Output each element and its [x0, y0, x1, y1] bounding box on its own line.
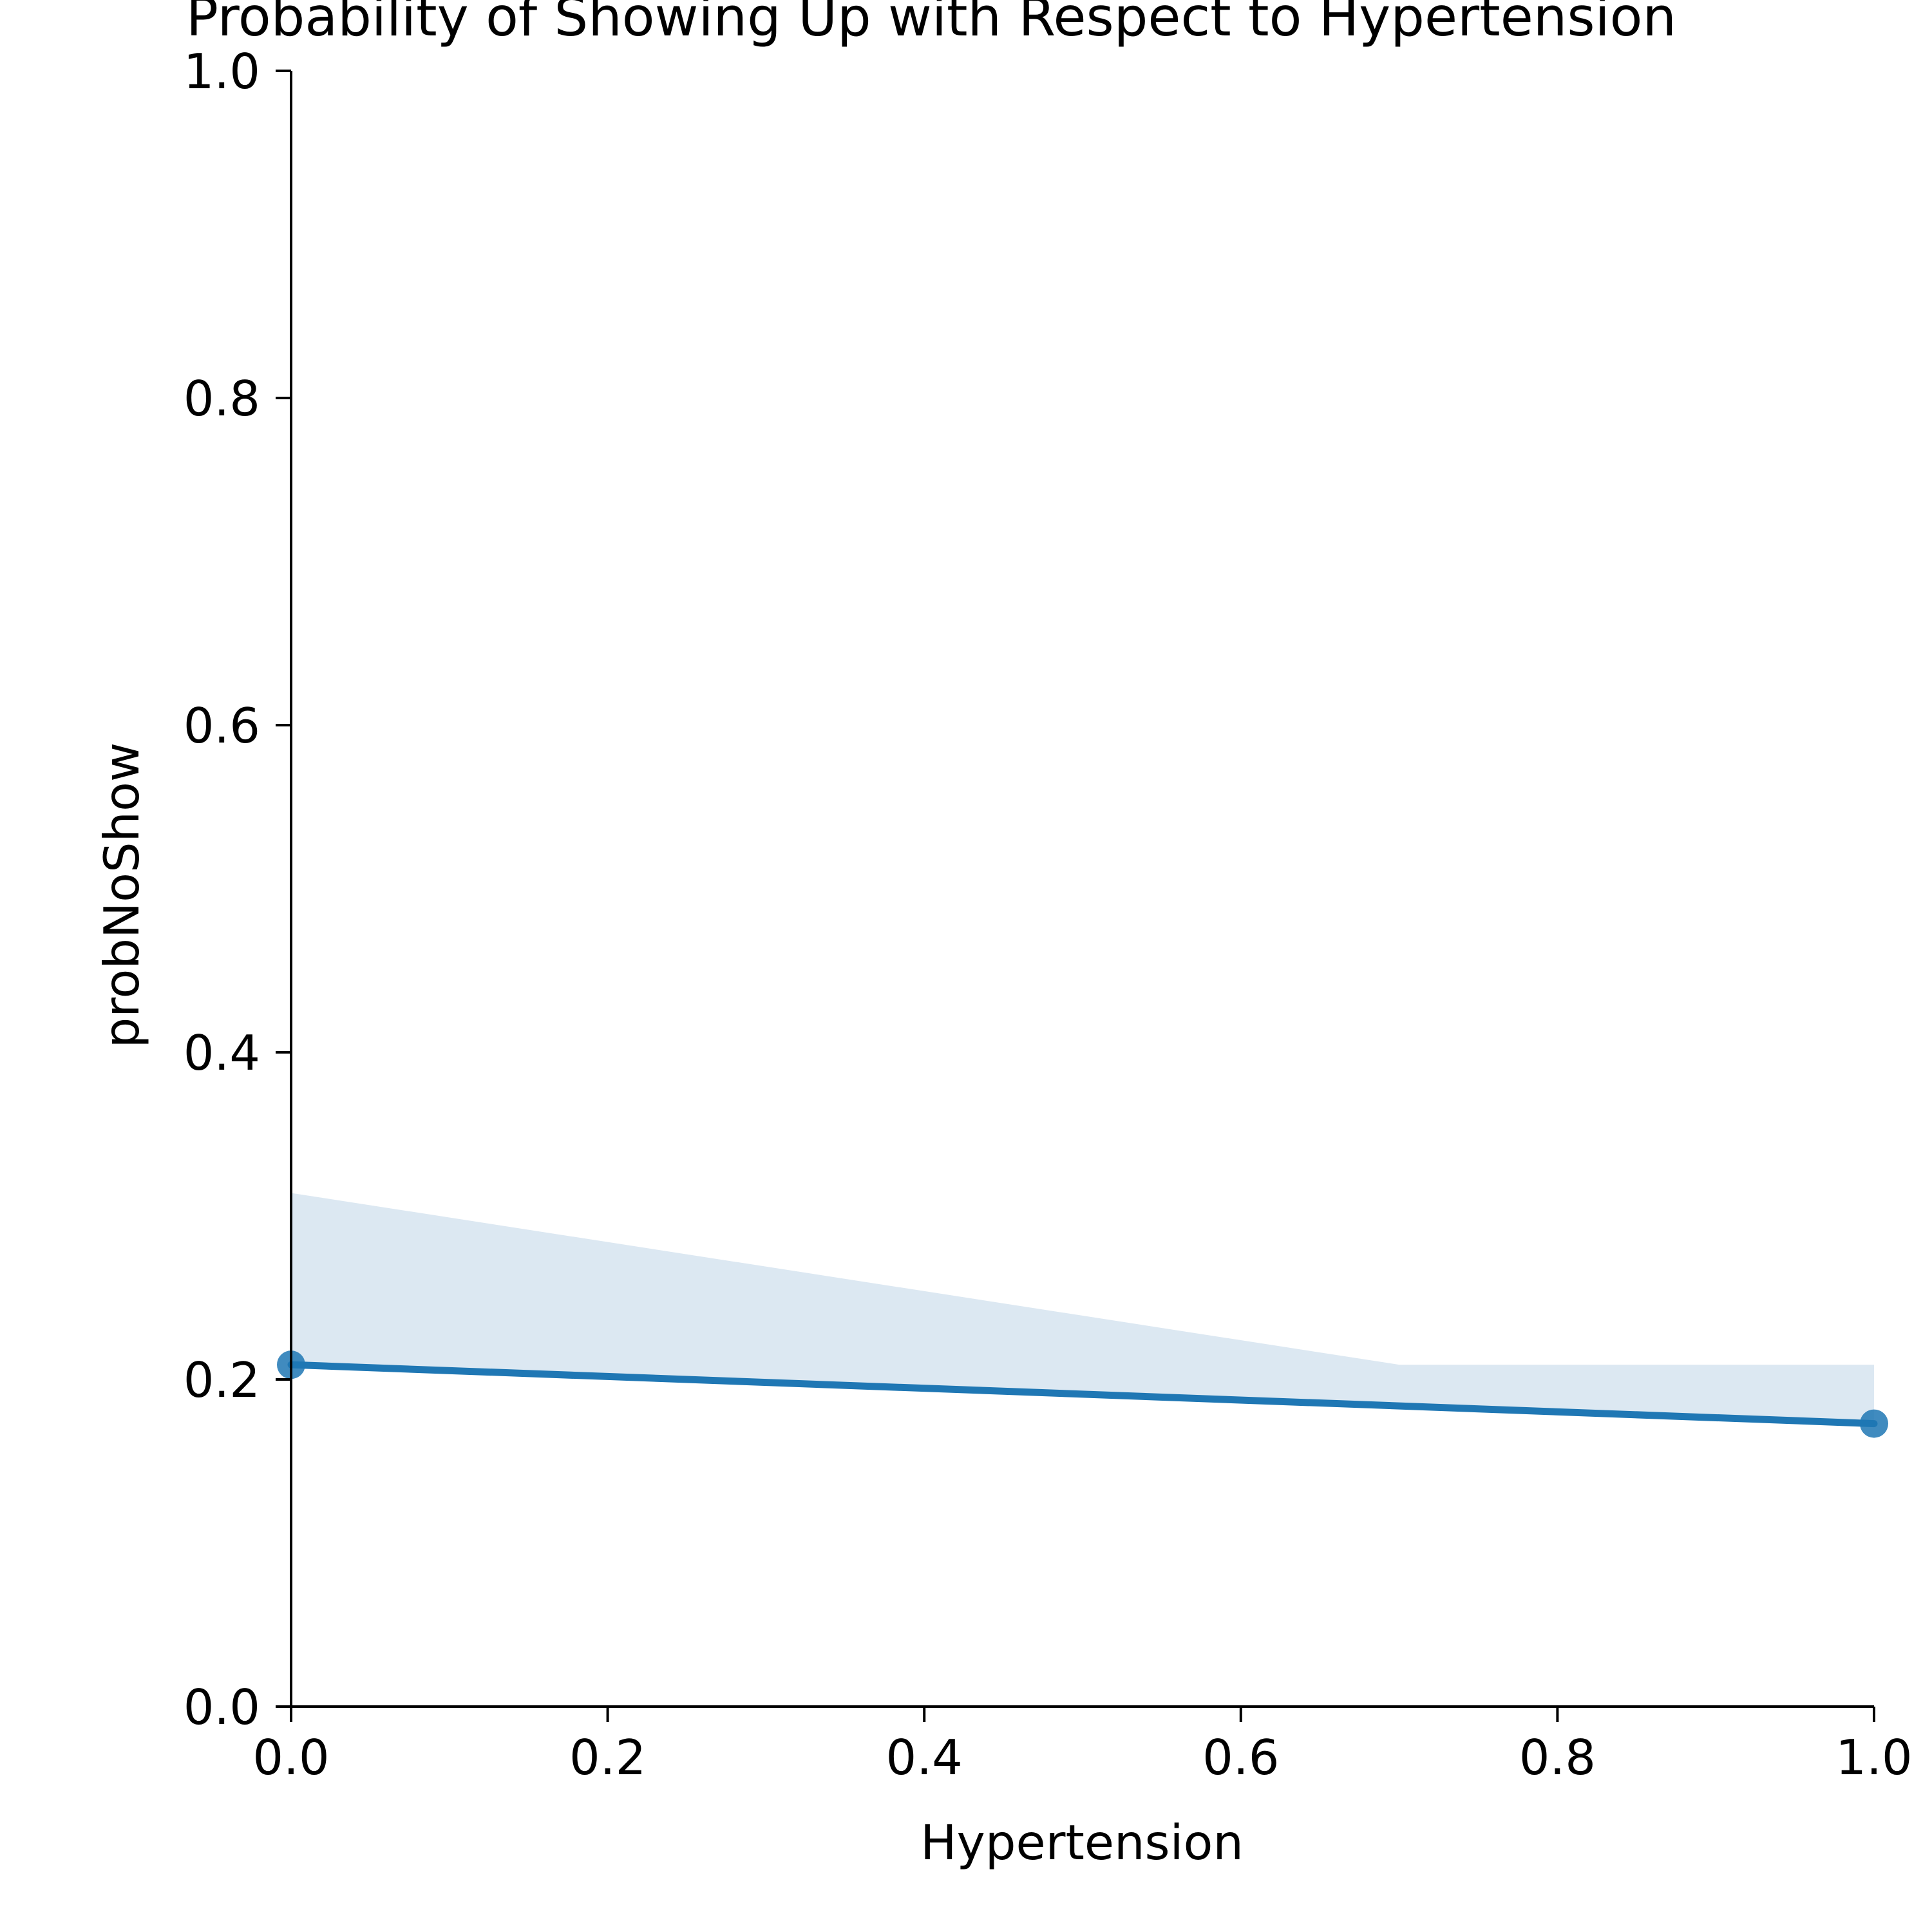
- y-tick-label: 0.6: [184, 697, 260, 754]
- y-tick-label: 0.4: [184, 1025, 260, 1081]
- chart-title: Probability of Showing Up with Respect t…: [186, 0, 1676, 48]
- x-tick-label: 0.4: [886, 1729, 963, 1786]
- y-tick-label: 0.0: [184, 1679, 260, 1736]
- x-tick-label: 0.8: [1519, 1729, 1596, 1786]
- x-tick-label: 0.2: [569, 1729, 646, 1786]
- plot-area: [277, 1193, 1888, 1438]
- x-axis-label: Hypertension: [920, 1814, 1244, 1871]
- confidence-band: [291, 1193, 1874, 1424]
- series-line: [287, 1361, 1878, 1428]
- axes: 0.0 0.2 0.4 0.6 0.8 1.0 0.0 0.2 0.4 0.6 0.8 1.0: [184, 43, 1913, 1786]
- y-tick-label: 0.2: [184, 1352, 260, 1408]
- y-axis-label: probNoShow: [93, 743, 150, 1048]
- data-point: [1860, 1409, 1888, 1438]
- y-tick-label: 1.0: [184, 43, 260, 100]
- y-tick-label: 0.8: [184, 370, 260, 427]
- x-tick-label: 1.0: [1835, 1729, 1912, 1786]
- x-tick-label: 0.0: [252, 1729, 329, 1786]
- x-tick-label: 0.6: [1202, 1729, 1279, 1786]
